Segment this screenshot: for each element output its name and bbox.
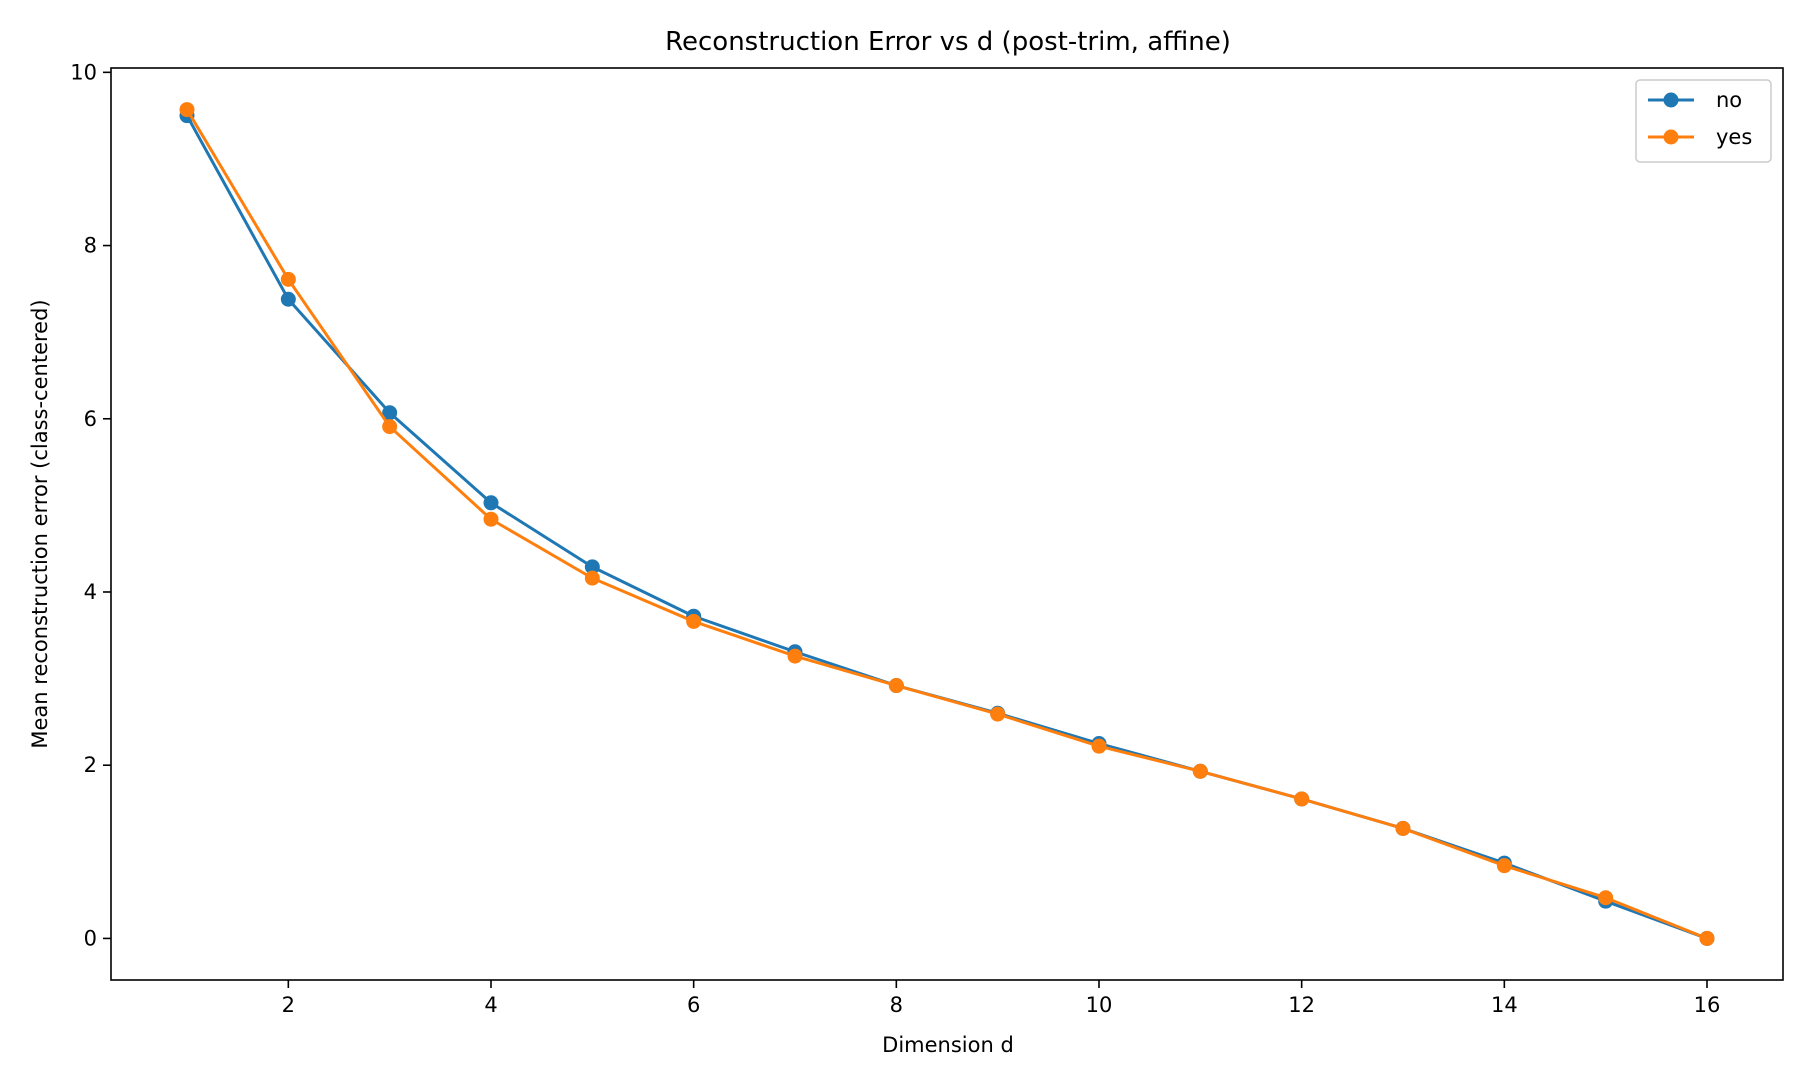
data-point-yes [179,102,195,118]
data-point-yes [1699,930,1715,946]
legend-label: no [1716,88,1742,112]
x-tick-label: 16 [1694,993,1721,1017]
legend-frame [1635,79,1772,163]
legend-label: yes [1716,125,1752,149]
y-axis-title: Mean reconstruction error (class-centere… [28,299,52,748]
data-point-no [584,559,600,575]
data-point-yes [1091,738,1107,754]
chart-title: Reconstruction Error vs d (post-trim, af… [665,27,1231,57]
y-tick-label: 8 [84,234,97,258]
y-tick-label: 10 [70,60,97,84]
data-point-yes [1192,763,1208,779]
data-point-yes [1395,820,1411,836]
data-point-yes [584,570,600,586]
y-tick-label: 4 [84,580,97,604]
series-yes [179,102,1715,946]
series-layer [179,102,1715,946]
y-axis-ticks: 0 2 4 6 8 10 [70,60,111,950]
data-point-yes [990,706,1006,722]
data-point-yes [787,648,803,664]
plot-frame [110,67,1784,981]
x-tick-label: 8 [890,993,903,1017]
data-point-yes [686,613,702,629]
x-tick-label: 10 [1086,993,1113,1017]
x-tick-label: 12 [1288,993,1315,1017]
data-point-yes [1496,858,1512,874]
legend-swatch-marker [1663,129,1679,145]
legend: no yes [1635,79,1772,163]
data-point-no [382,405,398,421]
data-point-yes [1294,791,1310,807]
x-axis-title: Dimension d [882,1033,1014,1057]
data-point-yes [483,511,499,527]
y-tick-label: 6 [84,407,97,431]
data-point-no [483,495,499,511]
x-tick-label: 14 [1491,993,1518,1017]
x-axis-ticks: 2 4 6 8 10 12 14 16 [282,980,1721,1017]
legend-swatch-marker [1663,92,1679,108]
y-tick-label: 0 [84,926,97,950]
data-point-yes [1598,890,1614,906]
x-tick-label: 4 [484,993,497,1017]
x-tick-label: 2 [282,993,295,1017]
x-tick-label: 6 [687,993,700,1017]
data-point-no [280,291,296,307]
data-point-yes [280,271,296,287]
data-point-yes [382,419,398,435]
data-point-yes [888,678,904,694]
y-tick-label: 2 [84,753,97,777]
series-line-yes [185,108,1709,940]
